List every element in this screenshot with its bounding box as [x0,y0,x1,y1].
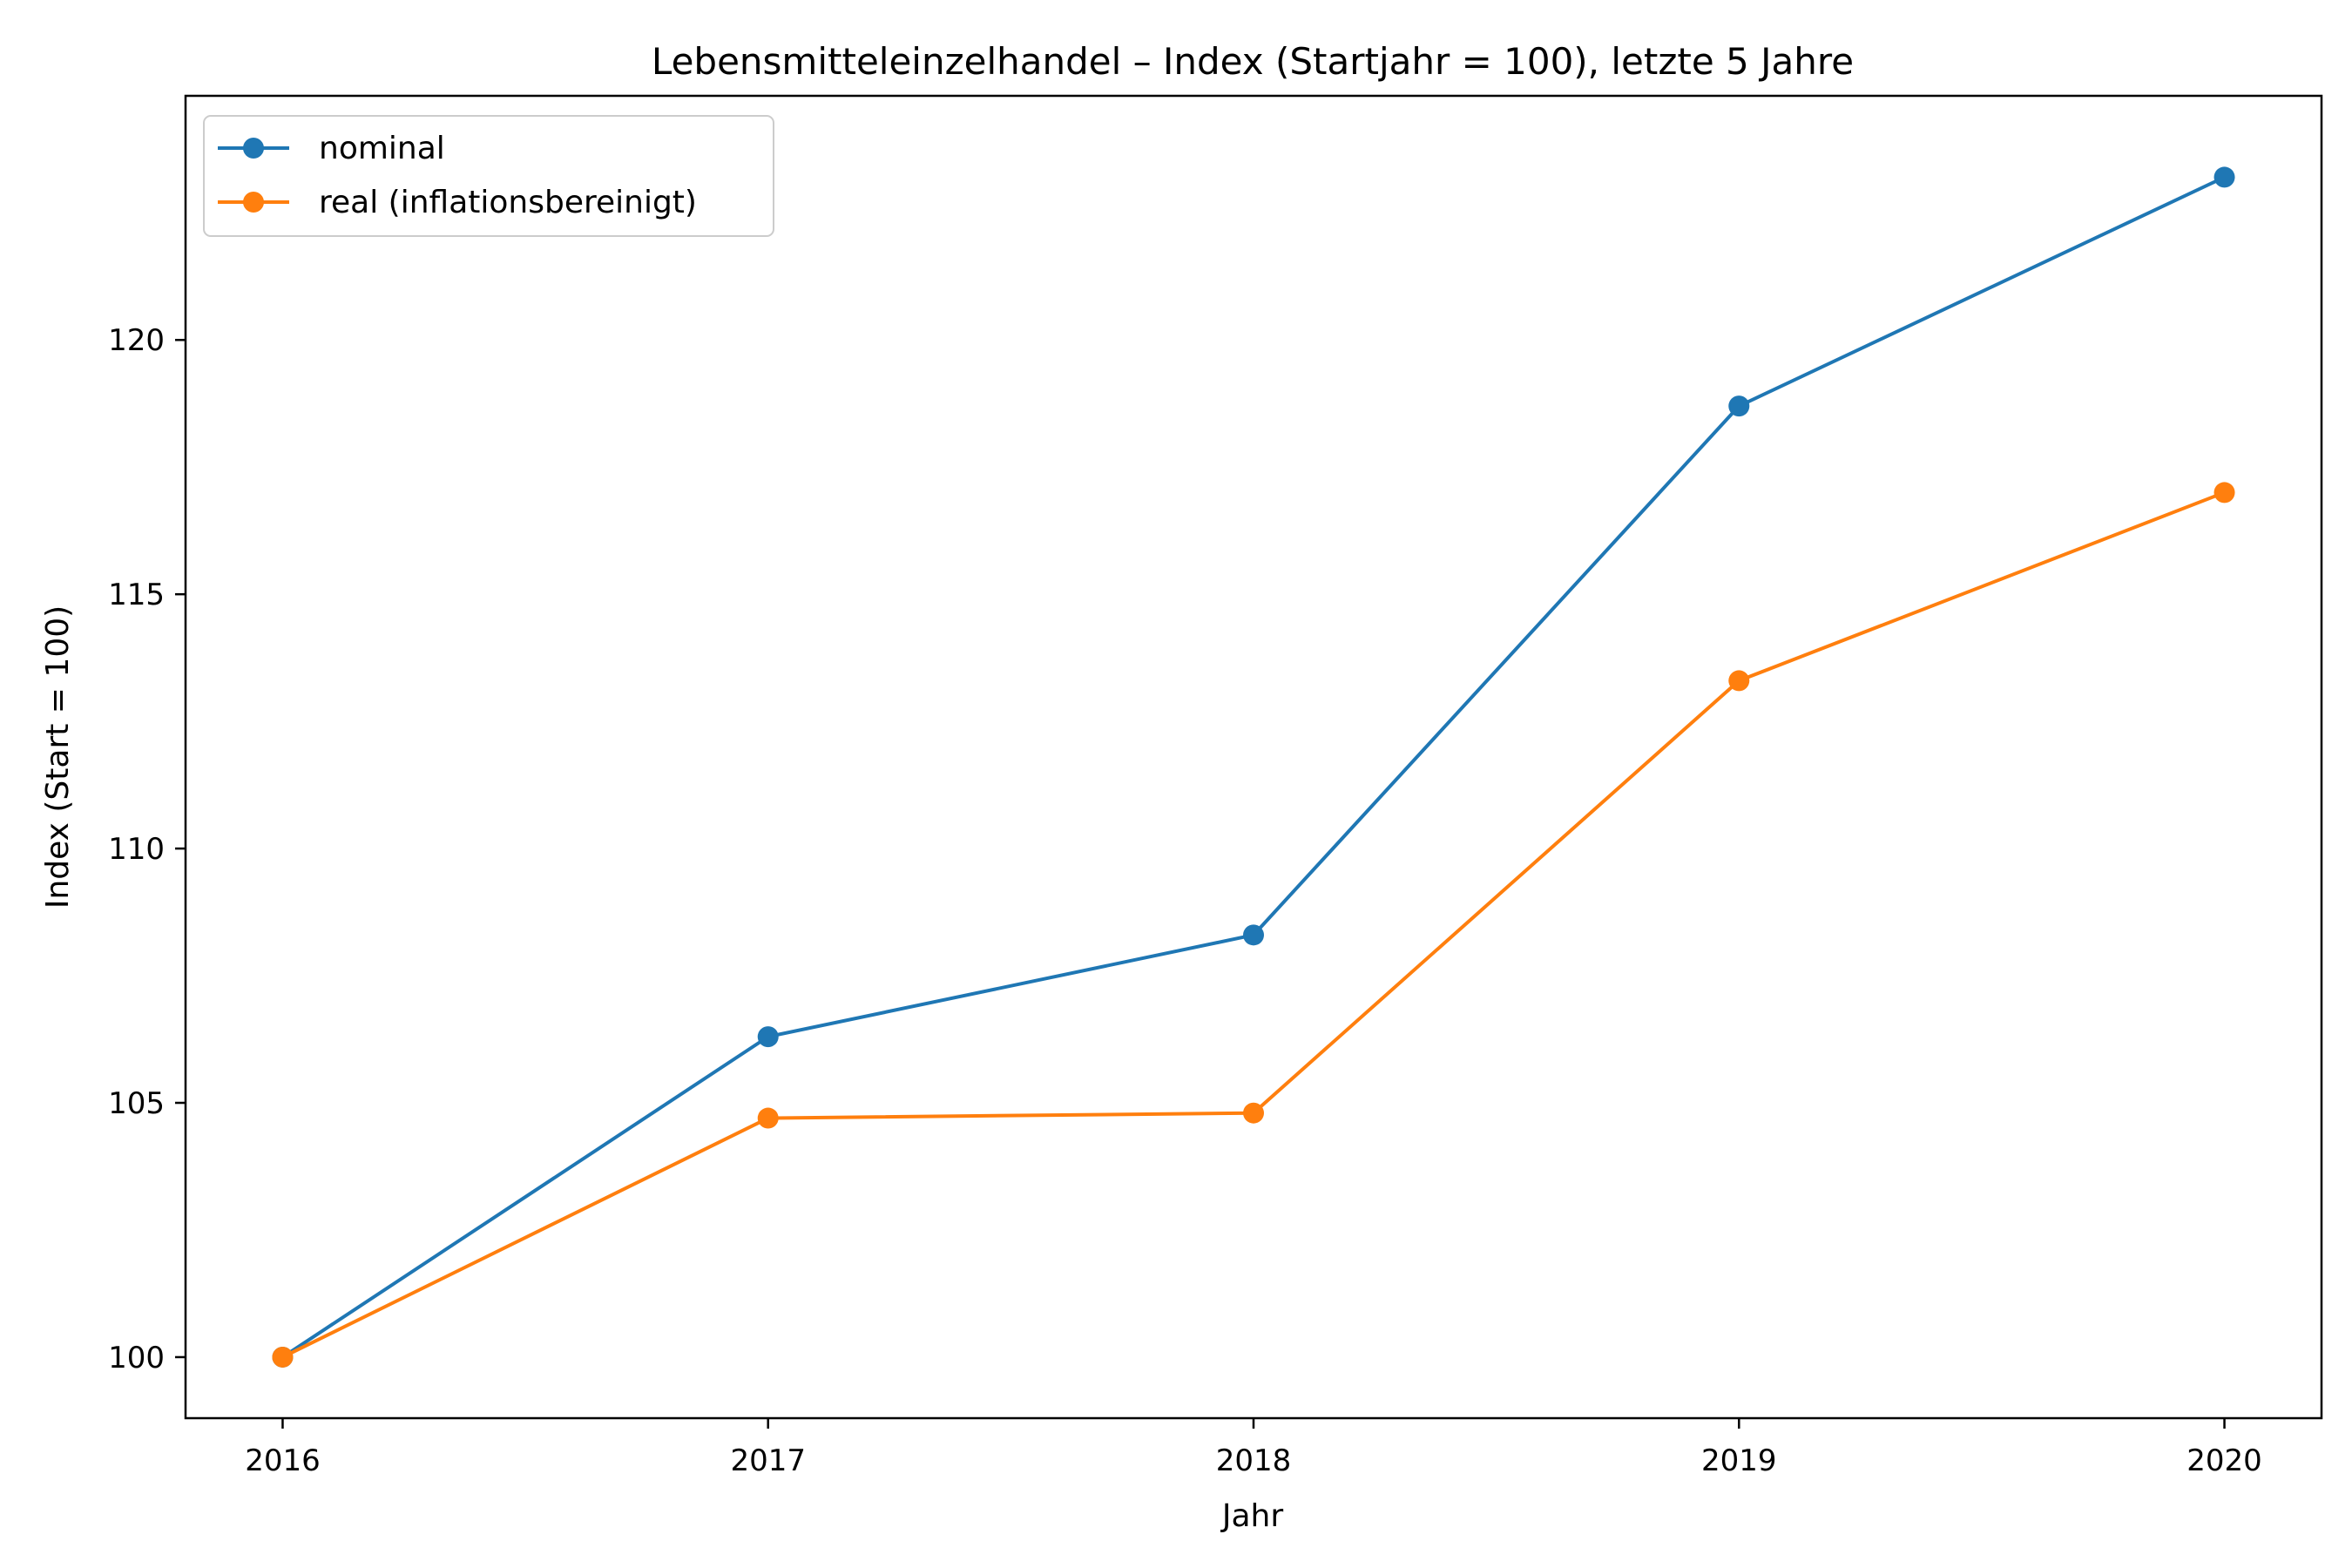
x-tick-label: 2020 [2186,1443,2262,1478]
chart-title: Lebensmitteleinzelhandel – Index (Startj… [652,40,1854,83]
legend-entry: nominal [218,131,445,166]
legend-box [203,115,774,237]
legend-entry: real (inflationsbereinigt) [218,185,697,220]
data-point [2213,482,2235,504]
x-tick-label: 2019 [1701,1443,1777,1478]
legend-marker-swatch [243,138,264,159]
data-point [1243,1102,1264,1124]
legend-marker-swatch [243,192,264,213]
data-point [1243,924,1264,946]
y-tick-label: 100 [108,1341,165,1375]
series-real [272,482,2235,1368]
legend: nominal real (inflationsbereinigt) [203,115,774,237]
data-point [272,1346,294,1368]
legend-label: nominal [319,131,445,166]
y-tick-label: 110 [108,832,165,867]
data-point [1728,670,1750,692]
plot-area-frame [184,94,2323,1420]
data-point [1728,395,1750,417]
x-tick-label: 2017 [730,1443,806,1478]
y-axis-ticks: 100 105 110 115 120 [108,323,186,1375]
data-point [757,1026,779,1048]
data-point [2213,166,2235,188]
x-axis-ticks: 2016 2017 2018 2019 2020 [245,1418,2262,1478]
x-axis-label: Jahr [1220,1498,1283,1534]
plot-series [272,166,2235,1368]
data-point [757,1107,779,1129]
y-axis-label: Index (Start = 100) [40,605,76,909]
y-tick-label: 105 [108,1086,165,1121]
y-tick-label: 120 [108,323,165,358]
legend-label: real (inflationsbereinigt) [319,185,697,220]
x-tick-label: 2016 [245,1443,321,1478]
x-tick-label: 2018 [1216,1443,1292,1478]
y-tick-label: 115 [108,578,165,612]
